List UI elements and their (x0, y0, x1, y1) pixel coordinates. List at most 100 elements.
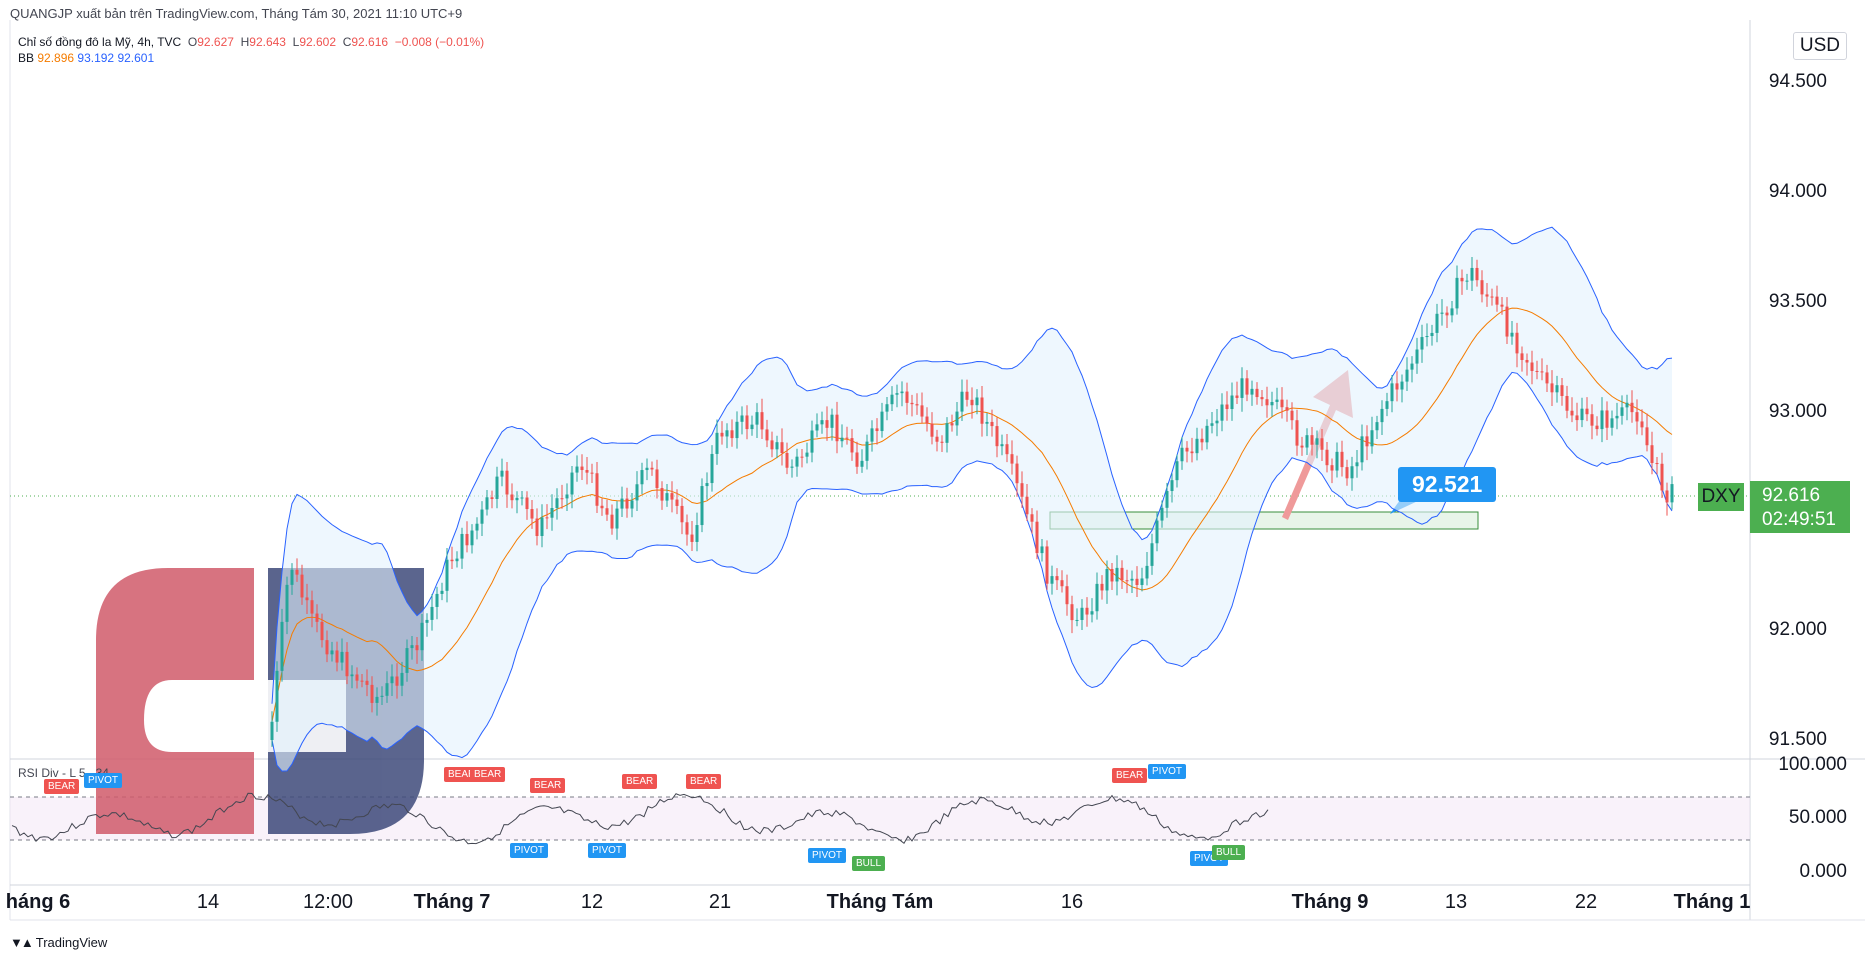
candle-body (1255, 388, 1259, 398)
candle-body (1395, 383, 1399, 390)
rsi-badge-pivot[interactable]: PIVOT (1148, 764, 1187, 779)
tradingview-brand[interactable]: ▼▲ TradingView (10, 935, 108, 950)
candle-body (1165, 491, 1169, 508)
candle-body (1470, 267, 1474, 281)
candle-body (570, 472, 574, 495)
candle-body (565, 494, 569, 499)
candle-body (1095, 583, 1099, 612)
rsi-badge-bear[interactable]: BEAR (1112, 768, 1148, 783)
candle-body (585, 470, 589, 473)
candle-body (1010, 454, 1014, 464)
candle-body (1085, 607, 1089, 615)
candle-body (530, 509, 534, 519)
candle-body (1240, 378, 1244, 398)
candle-body (540, 517, 544, 536)
rsi-badge-bear[interactable]: BEAR (530, 778, 566, 793)
candle-body (480, 509, 484, 524)
price-tick: 93.000 (1768, 401, 1827, 422)
candle-body (1040, 546, 1044, 554)
candle-body (420, 622, 424, 651)
rsi-badge-pivot[interactable]: PIVOT (808, 848, 847, 863)
last-price-tag: 92.616 02:49:51 (1750, 481, 1850, 533)
candle-body (710, 453, 714, 484)
candle-body (1180, 447, 1184, 462)
candle-body (1025, 496, 1029, 515)
candle-body (745, 415, 749, 430)
rsi-badge-pivot[interactable]: PIVOT (588, 843, 627, 858)
candle-body (910, 402, 914, 405)
chart-legend: Chỉ số đồng đô la Mỹ, 4h, TVC O92.627 H9… (18, 34, 484, 66)
candle-body (1350, 466, 1354, 479)
rsi-polyline (11, 792, 1269, 845)
candle-body (1635, 412, 1639, 422)
candle-body (920, 405, 924, 417)
rsi-badge-bull[interactable]: BULL (1212, 845, 1246, 860)
rsi-badge-bear[interactable]: BEAR (470, 767, 506, 782)
candle-body (1105, 568, 1109, 591)
candle-body (680, 505, 684, 523)
candle-body (665, 493, 669, 501)
candle-body (1605, 410, 1609, 428)
candle-body (1150, 543, 1154, 566)
candle-body (915, 404, 919, 406)
candle-body (820, 420, 824, 425)
time-label: 22 (1574, 891, 1598, 913)
candle-body (635, 484, 639, 501)
candle-body (1310, 435, 1314, 445)
candle-body (1655, 463, 1659, 465)
candle-body (465, 533, 469, 546)
candle-body (1075, 619, 1079, 621)
rsi-badge-bear[interactable]: BEAR (686, 774, 722, 789)
candle-body (875, 428, 879, 432)
candle-body (315, 613, 319, 622)
candle-body (1195, 438, 1199, 454)
candle-body (1465, 280, 1469, 282)
bb-indicator-label[interactable]: BB (18, 51, 35, 65)
rsi-badge-pivot[interactable]: PIVOT (84, 773, 123, 788)
rsi-badge-bear[interactable]: BEAR (622, 774, 658, 789)
candle-body (690, 534, 694, 542)
candle-body (330, 650, 334, 655)
candle-body (735, 421, 739, 439)
candle-body (705, 483, 709, 487)
candle-body (1060, 580, 1064, 587)
low-value: 92.602 (299, 35, 337, 49)
candle-body (600, 505, 604, 509)
candle-body (975, 397, 979, 406)
symbol-description[interactable]: Chỉ số đồng đô la Mỹ, 4h, TVC (18, 35, 182, 49)
candle-body (475, 523, 479, 531)
high-value: 92.643 (249, 35, 286, 49)
target-price-callout[interactable]: 92.521 (1398, 467, 1497, 502)
candle-body (1390, 383, 1394, 402)
candle-body (795, 456, 799, 467)
candle-body (1235, 395, 1239, 398)
candle-body (755, 412, 759, 425)
candle-body (740, 415, 744, 422)
bb-upper-value: 93.192 (77, 51, 115, 65)
candles (270, 256, 1674, 747)
rsi-badge-pivot[interactable]: PIVOT (510, 843, 549, 858)
price-tick: 93.500 (1768, 291, 1827, 312)
bar-countdown: 02:49:51 (1762, 509, 1836, 530)
candle-body (720, 432, 724, 437)
candle-body (410, 645, 414, 649)
currency-button[interactable]: USD (1792, 32, 1847, 60)
price-tick: 94.000 (1768, 181, 1827, 202)
candle-body (790, 466, 794, 468)
candle-body (1190, 451, 1194, 454)
candle-body (400, 672, 404, 686)
candle-body (940, 441, 944, 443)
bb-upper-line (271, 226, 1673, 704)
candle-body (1155, 520, 1159, 544)
rsi-badge-bull[interactable]: BULL (852, 856, 886, 871)
candle-body (1340, 451, 1344, 468)
symbol-tag: DXY (1698, 483, 1744, 511)
candle-body (1420, 337, 1424, 350)
candle-body (340, 651, 344, 663)
candle-body (350, 674, 354, 677)
candle-body (1200, 438, 1204, 443)
rsi-badge-bear[interactable]: BEAR (44, 779, 80, 794)
candle-body (1555, 385, 1559, 393)
candle-body (360, 680, 364, 682)
